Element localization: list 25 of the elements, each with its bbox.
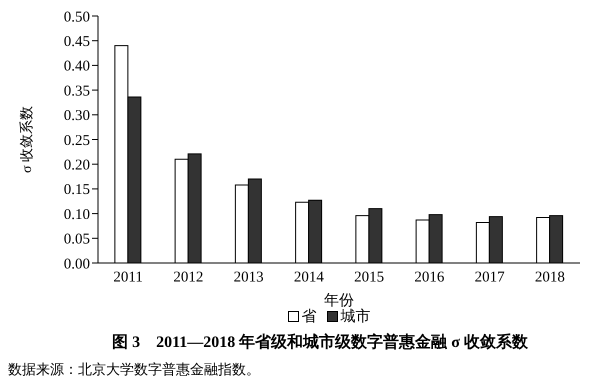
source-note: 数据来源：北京大学数字普惠金融指数。 [8,361,261,379]
legend-label: 城市 [340,307,370,326]
y-tick-label: 0.20 [64,158,90,174]
x-tick-label: 2015 [354,270,384,286]
x-tick-label: 2014 [294,270,324,286]
x-tick-label: 2018 [534,270,565,286]
y-tick-label: 0.00 [64,256,90,272]
y-tick-label: 0.45 [64,34,90,50]
x-axis-title: 年份 [324,292,354,309]
x-tick-label: 2011 [113,270,143,286]
x-tick-label: 2016 [414,270,445,286]
y-tick-label: 0.30 [64,108,90,124]
x-tick-label: 2012 [173,270,204,286]
legend-label: 省 [302,308,316,326]
y-tick-label: 0.05 [64,232,90,248]
y-tick-label: 0.15 [64,182,90,198]
x-tick-label: 2013 [234,270,264,286]
y-tick-label: 0.50 [64,9,90,26]
y-tick-label: 0.25 [64,132,90,149]
y-tick-label: 0.10 [64,206,90,223]
text: 图 3 2011—2018 年省级和城市级数字普惠金融 σ 收敛系数 [111,332,529,353]
y-axis-title: σ 收敛系数 [18,106,35,174]
y-tick-label: 0.35 [64,83,90,100]
y-tick-label: 0.40 [64,58,90,75]
x-tick-label: 2017 [474,270,506,286]
